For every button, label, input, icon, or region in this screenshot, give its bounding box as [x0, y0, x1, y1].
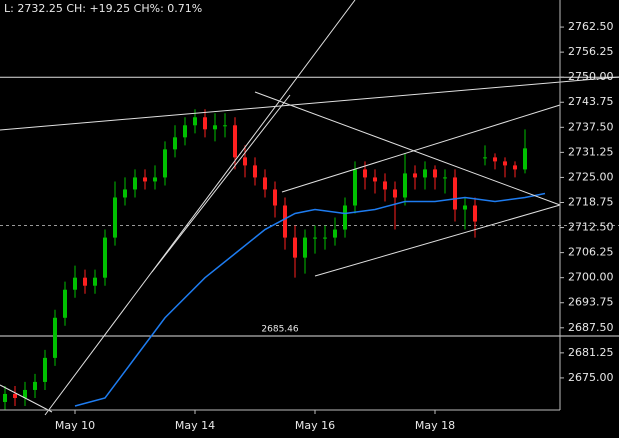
candle-body: [333, 229, 337, 238]
candle-body: [223, 125, 227, 127]
candle-body: [263, 177, 267, 190]
header: L: 2732.25 CH: +19.25 CH%: 0.71%: [4, 2, 202, 15]
moving-average: [74, 192, 546, 407]
candle-body: [53, 317, 57, 358]
y-tick-label: 2731.25: [568, 145, 614, 158]
candle-body: [13, 393, 17, 398]
candle-body: [123, 189, 127, 198]
y-tick-label: 2737.50: [568, 120, 614, 133]
y-tick-label: 2750.00: [568, 70, 614, 83]
candle-body: [473, 205, 477, 222]
candle-body: [233, 125, 237, 158]
trend-line: [44, 0, 356, 416]
candle-body: [83, 277, 87, 286]
level-label: 2685.46: [261, 324, 298, 334]
candle-body: [193, 117, 197, 126]
y-tick-label: 2675.00: [568, 371, 614, 384]
candle-body: [403, 173, 407, 198]
candle-body: [43, 357, 47, 382]
candle-body: [113, 197, 117, 238]
candle-body: [133, 177, 137, 190]
y-tick-label: 2762.50: [568, 20, 614, 33]
candle-body: [273, 189, 277, 206]
y-tick-label: 2743.75: [568, 95, 614, 108]
candle-body: [153, 177, 157, 182]
x-tick-label: May 10: [55, 419, 95, 432]
candle-body: [253, 165, 257, 178]
candle-body: [163, 149, 167, 178]
candle-body: [283, 205, 287, 238]
candle-body: [383, 181, 387, 190]
candle-body: [393, 189, 397, 198]
candle-body: [303, 237, 307, 258]
x-tick-label: May 18: [415, 419, 455, 432]
x-tick-label: May 16: [295, 419, 335, 432]
candle-body: [343, 205, 347, 230]
trend-line: [314, 204, 561, 277]
candle-body: [293, 237, 297, 258]
candle-body: [23, 389, 27, 398]
candle-body: [243, 157, 247, 166]
candle-body: [453, 177, 457, 210]
trend-line: [0, 384, 53, 413]
candle-body: [423, 169, 427, 178]
candle-body: [503, 161, 507, 166]
trend-lines: [0, 0, 619, 416]
y-tick-label: 2700.00: [568, 271, 614, 284]
candle-body: [353, 169, 357, 206]
candle-body: [513, 165, 517, 170]
y-tick-label: 2712.50: [568, 221, 614, 234]
candle-body: [483, 157, 487, 159]
candle-body: [183, 125, 187, 138]
candle-body: [463, 205, 467, 210]
candle-body: [73, 277, 77, 290]
candle-body: [143, 177, 147, 182]
candle-body: [103, 237, 107, 278]
x-tick-label: May 14: [175, 419, 215, 432]
y-tick-label: 2706.25: [568, 246, 614, 259]
y-tick-label: 2681.25: [568, 346, 614, 359]
candle-body: [33, 381, 37, 390]
candle-body: [93, 277, 97, 286]
y-tick-label: 2725.00: [568, 170, 614, 183]
candle-body: [203, 117, 207, 130]
trend-line: [254, 91, 561, 206]
candle-body: [3, 393, 7, 402]
candle-body: [323, 237, 327, 239]
y-tick-label: 2756.25: [568, 45, 614, 58]
trend-line: [281, 104, 561, 193]
trend-line: [151, 94, 291, 273]
candle-body: [523, 148, 527, 170]
candle-body: [373, 177, 377, 182]
candle-body: [413, 173, 417, 178]
plot-area: [0, 76, 619, 410]
candle-body: [443, 177, 447, 179]
candle-body: [63, 289, 67, 318]
candle-body: [173, 137, 177, 150]
candle-body: [363, 169, 367, 178]
candle-body: [213, 125, 217, 130]
candle-body: [313, 237, 317, 239]
y-tick-label: 2693.75: [568, 296, 614, 309]
y-tick-label: 2687.50: [568, 321, 614, 334]
y-tick-label: 2718.75: [568, 195, 614, 208]
candle-body: [433, 169, 437, 178]
candle-body: [493, 157, 497, 162]
trend-line: [0, 76, 619, 131]
